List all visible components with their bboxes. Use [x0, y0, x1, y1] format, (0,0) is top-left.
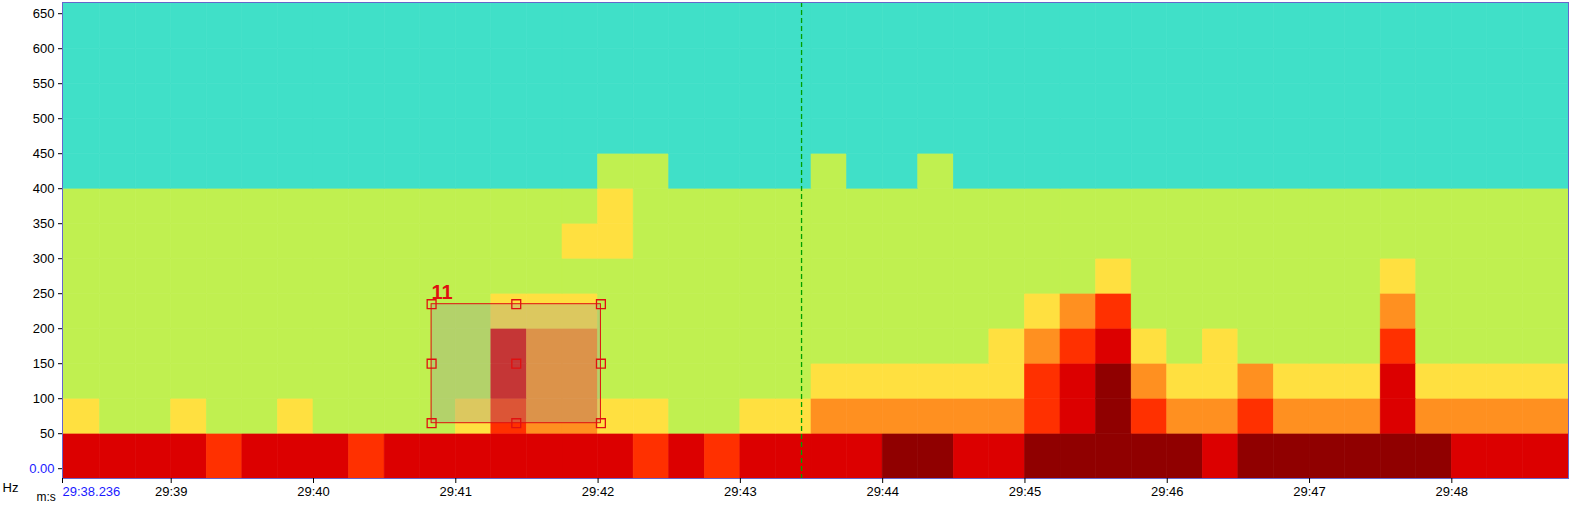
svg-text:200: 200: [33, 321, 55, 336]
svg-text:29:48: 29:48: [1436, 484, 1469, 499]
svg-text:500: 500: [33, 111, 55, 126]
svg-text:550: 550: [33, 76, 55, 91]
svg-text:300: 300: [33, 251, 55, 266]
svg-text:29:40: 29:40: [297, 484, 330, 499]
svg-text:29:44: 29:44: [866, 484, 899, 499]
svg-text:m:s: m:s: [37, 490, 56, 504]
svg-text:600: 600: [33, 41, 55, 56]
svg-text:450: 450: [33, 146, 55, 161]
svg-text:29:41: 29:41: [440, 484, 473, 499]
svg-text:29:39: 29:39: [155, 484, 188, 499]
svg-text:100: 100: [33, 391, 55, 406]
svg-text:350: 350: [33, 216, 55, 231]
svg-text:29:38.236: 29:38.236: [63, 484, 121, 499]
svg-text:29:47: 29:47: [1293, 484, 1326, 499]
svg-text:Hz: Hz: [3, 480, 19, 495]
svg-text:29:43: 29:43: [724, 484, 757, 499]
svg-text:50: 50: [40, 426, 54, 441]
svg-text:400: 400: [33, 181, 55, 196]
svg-text:29:45: 29:45: [1009, 484, 1042, 499]
svg-text:11: 11: [432, 281, 453, 303]
svg-text:0.00: 0.00: [29, 461, 54, 476]
svg-text:250: 250: [33, 286, 55, 301]
svg-text:650: 650: [33, 6, 55, 21]
svg-text:150: 150: [33, 356, 55, 371]
svg-text:29:46: 29:46: [1151, 484, 1184, 499]
svg-text:29:42: 29:42: [582, 484, 615, 499]
